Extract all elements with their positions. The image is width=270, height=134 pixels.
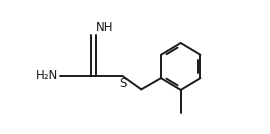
Text: H₂N: H₂N <box>36 69 58 82</box>
Text: S: S <box>119 77 126 90</box>
Text: NH: NH <box>96 21 113 34</box>
